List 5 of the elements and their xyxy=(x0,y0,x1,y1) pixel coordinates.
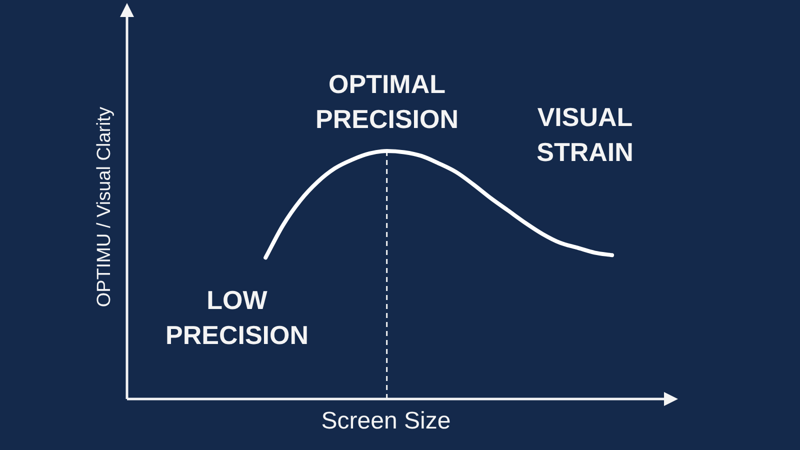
annotation: VISUAL STRAIN xyxy=(536,102,634,168)
text: OPTIMAL PRECISION xyxy=(315,69,459,134)
annotation: LOW PRECISION xyxy=(165,285,309,350)
y-axis-title: OPTIMU / Visual Clarity xyxy=(94,106,116,308)
x-axis-title: Screen Size xyxy=(321,408,451,435)
